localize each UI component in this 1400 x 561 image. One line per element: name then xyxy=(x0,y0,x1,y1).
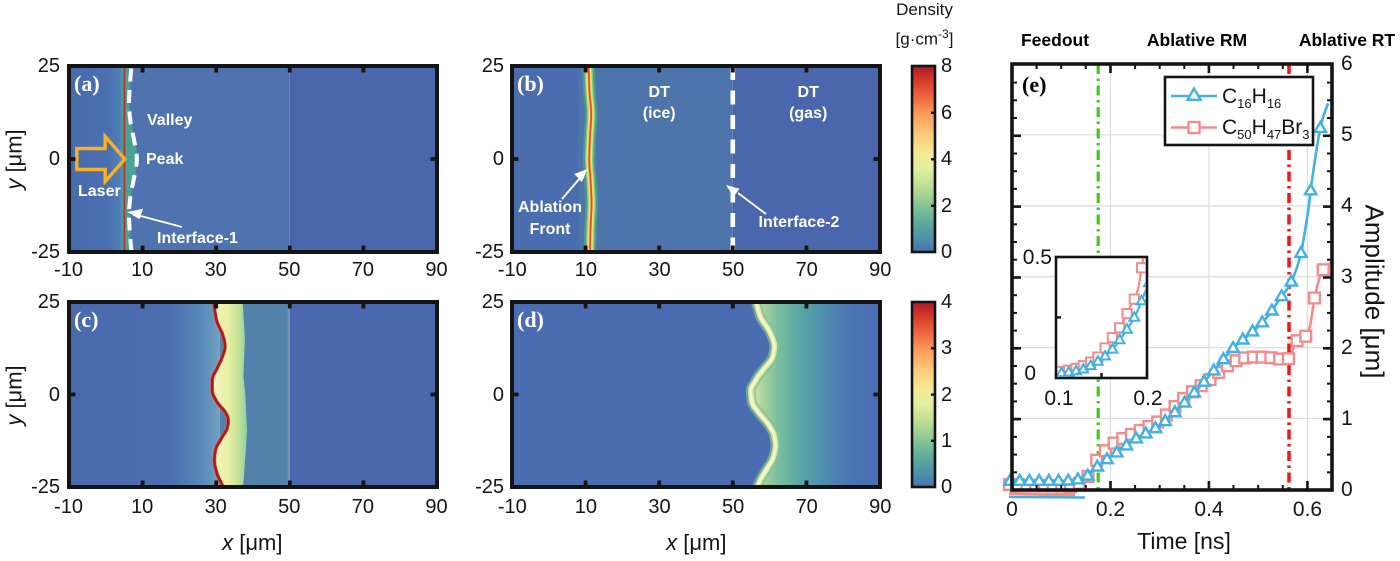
svg-text:Laser: Laser xyxy=(78,183,121,200)
svg-text:(a): (a) xyxy=(74,71,100,96)
svg-text:(c): (c) xyxy=(74,307,98,332)
svg-text:(d): (d) xyxy=(517,307,544,332)
svg-text:Ablation: Ablation xyxy=(518,199,582,216)
svg-text:(ice): (ice) xyxy=(643,105,676,122)
svg-text:(gas): (gas) xyxy=(789,105,827,122)
svg-text:(b): (b) xyxy=(517,71,544,96)
svg-text:Interface-2: Interface-2 xyxy=(759,214,840,231)
svg-text:DT: DT xyxy=(798,84,820,101)
svg-text:(e): (e) xyxy=(1022,72,1046,97)
svg-text:Peak: Peak xyxy=(146,151,183,168)
svg-text:DT: DT xyxy=(649,84,671,101)
svg-text:Valley: Valley xyxy=(147,112,192,129)
svg-text:Interface-1: Interface-1 xyxy=(157,230,238,247)
svg-text:Front: Front xyxy=(530,221,572,238)
